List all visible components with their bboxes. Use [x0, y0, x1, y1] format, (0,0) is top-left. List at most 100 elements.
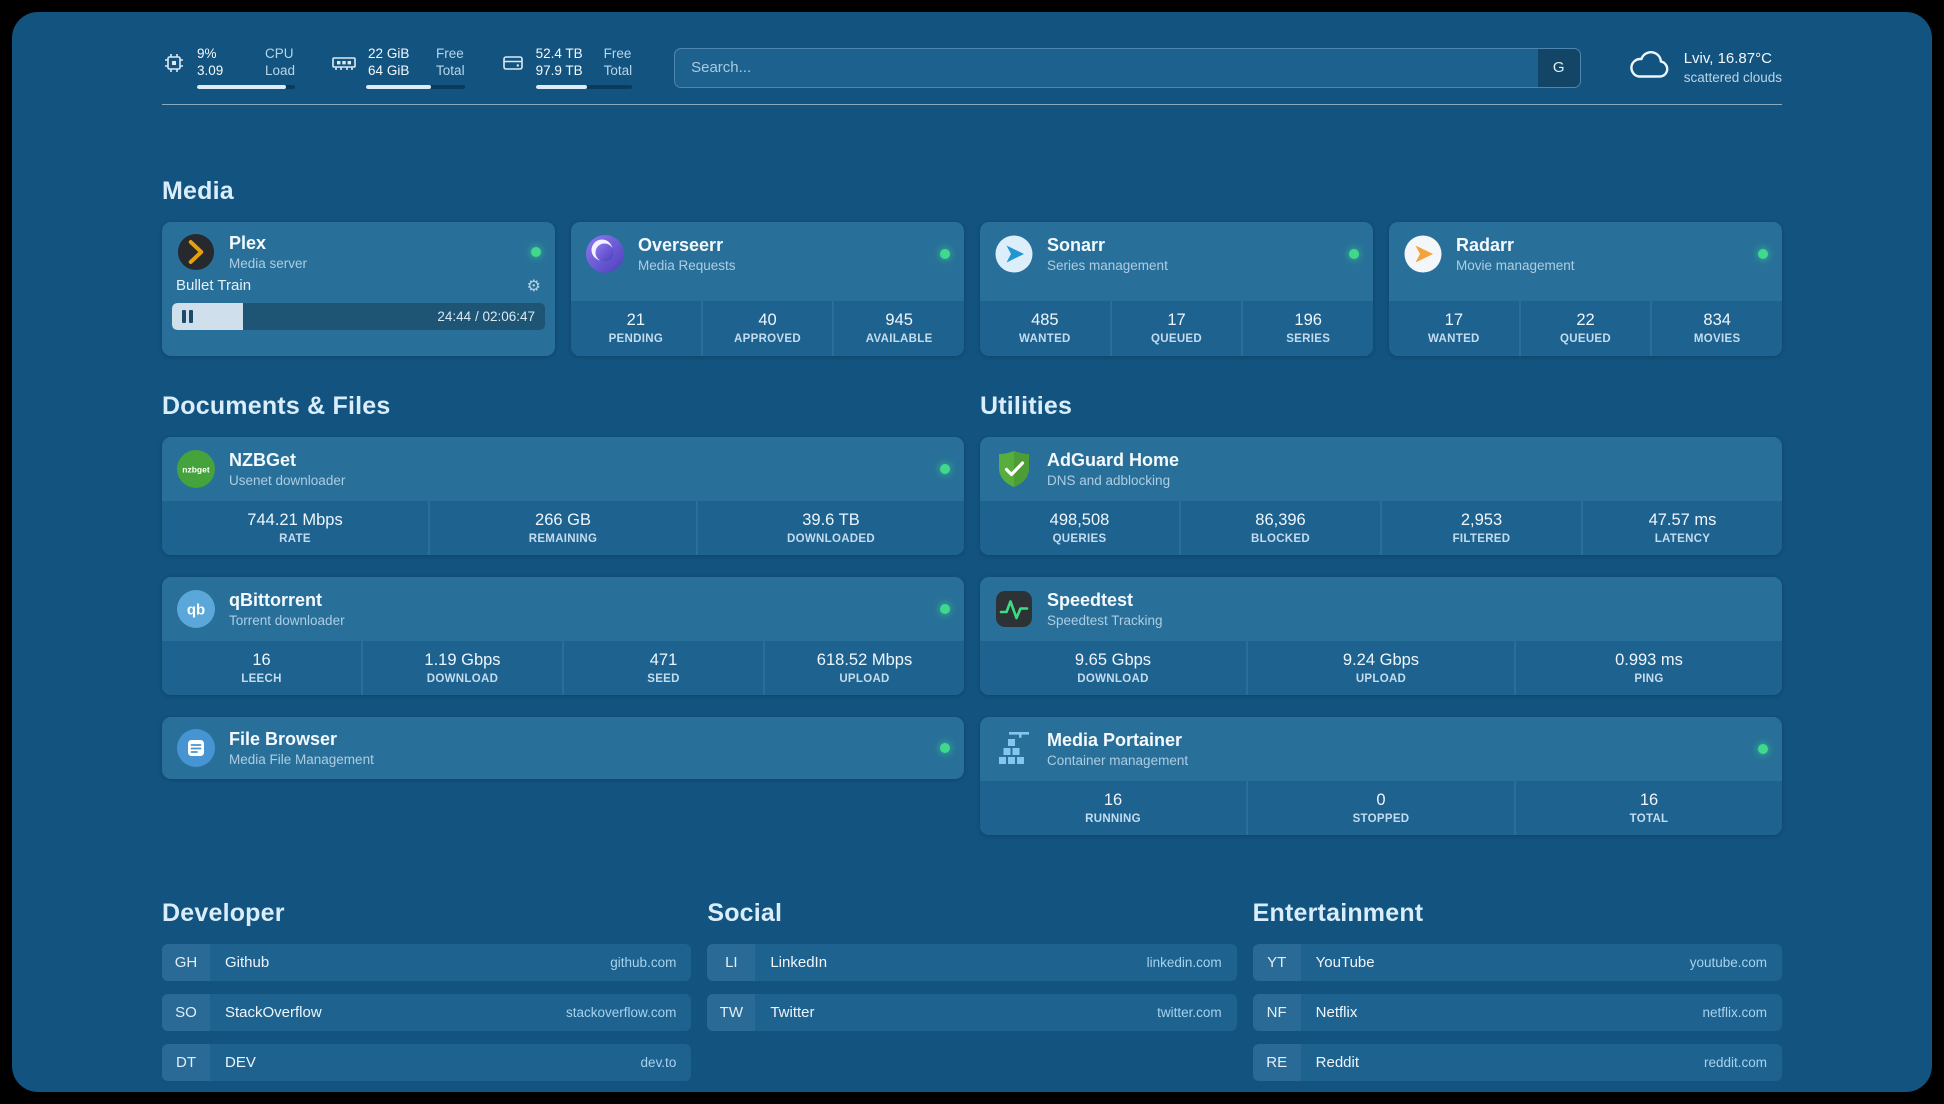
dev-bookmark[interactable]: DT DEV dev.to: [162, 1044, 692, 1081]
youtube-bookmark[interactable]: YT YouTube youtube.com: [1252, 944, 1782, 981]
status-dot: [940, 604, 950, 614]
linkedin-bookmark[interactable]: LI LinkedIn linkedin.com: [707, 944, 1237, 981]
cpu-load-label: Load: [265, 63, 296, 78]
media-grid: Plex Media server Bullet Train ⚙ 24:44 /…: [162, 222, 1782, 356]
status-dot: [1758, 744, 1768, 754]
disk-widget: 52.4 TB Free 97.9 TB Total: [501, 46, 633, 89]
speedtest-title: Speedtest: [1047, 589, 1134, 610]
nzbget-card[interactable]: nzbget NZBGet Usenet downloader 74: [162, 437, 964, 555]
adguard-title: AdGuard Home: [1047, 449, 1180, 470]
section-title-entertainment: Entertainment: [1252, 899, 1424, 927]
section-title-media: Media: [162, 177, 234, 205]
plex-player-seekbar[interactable]: 24:44 / 02:06:47: [172, 303, 545, 330]
status-dot: [940, 743, 950, 753]
speedtest-desc: Speedtest Tracking: [1047, 613, 1163, 629]
filebrowser-title: File Browser: [229, 728, 338, 749]
adguard-icon: [994, 449, 1034, 489]
stat-leech: 16 LEECH: [162, 641, 361, 695]
nzbget-desc: Usenet downloader: [229, 473, 346, 489]
plex-icon: [176, 232, 216, 272]
qbittorrent-card[interactable]: qb qBittorrent Torrent downloader: [162, 577, 964, 695]
stat-queued: 17 QUEUED: [1111, 301, 1242, 356]
weather-location: Lviv, 16.87°C: [1683, 50, 1772, 67]
portainer-desc: Container management: [1047, 753, 1189, 769]
reddit-bookmark[interactable]: RE Reddit reddit.com: [1252, 1044, 1782, 1081]
qbittorrent-title: qBittorrent: [229, 589, 322, 610]
adguard-card[interactable]: AdGuard Home DNS and adblocking 498,508 …: [980, 437, 1782, 555]
cpu-usage: 9%: [197, 46, 217, 61]
section-title-social: Social: [707, 899, 783, 927]
plex-desc: Media server: [229, 256, 308, 272]
status-dot: [940, 249, 950, 259]
portainer-title: Media Portainer: [1047, 729, 1183, 750]
cpu-load: 3.09: [197, 63, 224, 78]
status-dot: [1349, 249, 1359, 259]
stat-filtered: 2,953 FILTERED: [1382, 501, 1581, 555]
section-title-developer: Developer: [162, 899, 285, 927]
utilities-column: Utilities: [980, 392, 1782, 835]
memory-free-label: Free: [436, 46, 464, 61]
stat-stopped: 0 STOPPED: [1248, 781, 1514, 835]
memory-widget: 22 GiB Free 64 GiB Total: [331, 46, 465, 89]
stat-downloaded: 39.6 TB DOWNLOADED: [698, 501, 964, 555]
github-bookmark[interactable]: GH Github github.com: [162, 944, 692, 981]
stat-download: 1.19 Gbps DOWNLOAD: [363, 641, 562, 695]
portainer-card[interactable]: Media Portainer Container management 16 …: [980, 717, 1782, 835]
stat-upload: 618.52 Mbps UPLOAD: [765, 641, 964, 695]
search-provider-button[interactable]: G: [1537, 48, 1580, 87]
sonarr-card[interactable]: Sonarr Series management 485 WANTED 17 Q…: [980, 222, 1373, 356]
cloud-icon: [1627, 47, 1671, 88]
topbar-divider: [162, 104, 1782, 105]
now-playing-title: Bullet Train: [176, 277, 252, 294]
qbittorrent-desc: Torrent downloader: [229, 613, 345, 629]
filebrowser-card[interactable]: File Browser Media File Management: [162, 717, 964, 779]
stat-seed: 471 SEED: [564, 641, 763, 695]
bookmarks: Developer GH Github github.com SO StackO…: [162, 899, 1782, 1081]
search-input[interactable]: [675, 48, 1538, 87]
radarr-title: Radarr: [1456, 234, 1515, 255]
stat-total: 16 TOTAL: [1516, 781, 1782, 835]
adguard-desc: DNS and adblocking: [1047, 473, 1171, 489]
top-bar: 9% CPU 3.09 Load: [162, 46, 1782, 89]
gear-icon[interactable]: ⚙: [526, 275, 541, 295]
svg-text:qb: qb: [187, 602, 205, 619]
resource-widgets: 9% CPU 3.09 Load: [162, 46, 633, 89]
pause-icon[interactable]: [182, 310, 193, 323]
radarr-icon: [1403, 234, 1443, 274]
cpu-usage-label: CPU: [265, 46, 294, 61]
speedtest-card[interactable]: Speedtest Speedtest Tracking 9.65 Gbps D…: [980, 577, 1782, 695]
stat-running: 16 RUNNING: [980, 781, 1246, 835]
stat-ping: 0.993 ms PING: [1516, 641, 1782, 695]
stat-wanted: 17 WANTED: [1389, 301, 1519, 356]
disk-free: 52.4 TB: [535, 46, 583, 61]
plex-card[interactable]: Plex Media server Bullet Train ⚙ 24:44 /…: [162, 222, 555, 356]
stat-queries: 498,508 QUERIES: [980, 501, 1179, 555]
stat-series: 196 SERIES: [1243, 301, 1373, 356]
speedtest-icon: [994, 589, 1034, 629]
stat-queued: 22 QUEUED: [1520, 301, 1651, 356]
stat-latency: 47.57 ms LATENCY: [1583, 501, 1782, 555]
sonarr-icon: [994, 234, 1034, 274]
radarr-card[interactable]: Radarr Movie management 17 WANTED 22 QUE…: [1389, 222, 1782, 356]
memory-icon: [331, 51, 357, 75]
overseerr-card[interactable]: Overseerr Media Requests 21 PENDING 40 A…: [571, 222, 964, 356]
disk-total: 97.9 TB: [535, 63, 583, 78]
stat-approved: 40 APPROVED: [702, 301, 833, 356]
memory-total: 64 GiB: [368, 63, 410, 78]
stat-rate: 744.21 Mbps RATE: [162, 501, 428, 555]
qbittorrent-icon: qb: [176, 589, 216, 629]
memory-progress-bar: [366, 85, 465, 89]
stat-wanted: 485 WANTED: [980, 301, 1110, 356]
twitter-bookmark[interactable]: TW Twitter twitter.com: [707, 994, 1237, 1031]
overseerr-desc: Media Requests: [638, 258, 736, 274]
weather-condition: scattered clouds: [1683, 70, 1782, 85]
status-dot: [940, 464, 950, 474]
stackoverflow-bookmark[interactable]: SO StackOverflow stackoverflow.com: [162, 994, 692, 1031]
nzbget-title: NZBGet: [229, 449, 296, 470]
cpu-icon: [162, 51, 186, 75]
stat-pending: 21 PENDING: [571, 301, 701, 356]
weather-widget: Lviv, 16.87°C scattered clouds: [1627, 47, 1782, 88]
portainer-icon: [994, 729, 1034, 769]
bookmark-group-developer: Developer GH Github github.com SO StackO…: [162, 899, 692, 1081]
netflix-bookmark[interactable]: NF Netflix netflix.com: [1252, 994, 1782, 1031]
